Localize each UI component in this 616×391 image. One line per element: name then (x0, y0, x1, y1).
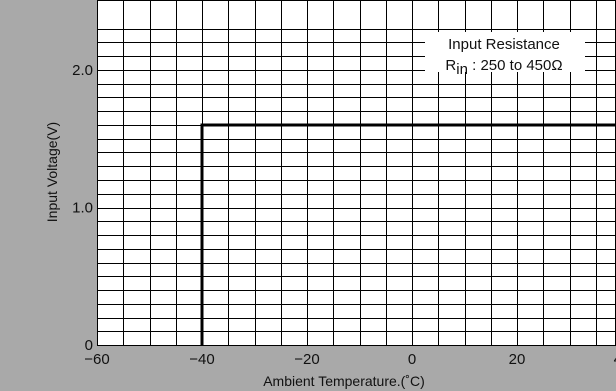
x-tick-label: 20 (509, 351, 526, 368)
x-axis-label: Ambient Temperature.(˚C) (263, 373, 425, 389)
y-tick-label: 2.0 (72, 62, 93, 79)
series-line (200, 123, 616, 345)
x-tick-label: 0 (408, 351, 416, 368)
x-tick-label: −40 (189, 351, 214, 368)
grid-lines (97, 0, 616, 346)
tick-labels: −60−40−2002040608010012001.02.0 (72, 62, 616, 368)
x-tick-label: −20 (294, 351, 319, 368)
annotation-line1: Input Resistance (448, 36, 560, 53)
annotation-subscript: in (456, 61, 468, 78)
y-axis-label: Input Voltage(V) (44, 122, 60, 222)
annotation-range: : 250 to 450Ω (468, 57, 563, 74)
x-tick-label: 40 (614, 351, 616, 368)
y-tick-label: 1.0 (72, 200, 93, 217)
annotation-box: Input Resistance Rin : 250 to 450Ω (425, 32, 585, 78)
annotation-line2: Rin : 250 to 450Ω (445, 57, 562, 78)
annotation-r: R (445, 57, 456, 74)
y-tick-label: 0 (85, 337, 93, 354)
x-tick-label: −60 (84, 351, 109, 368)
series-layer (200, 123, 616, 345)
annotation-background (425, 32, 585, 72)
